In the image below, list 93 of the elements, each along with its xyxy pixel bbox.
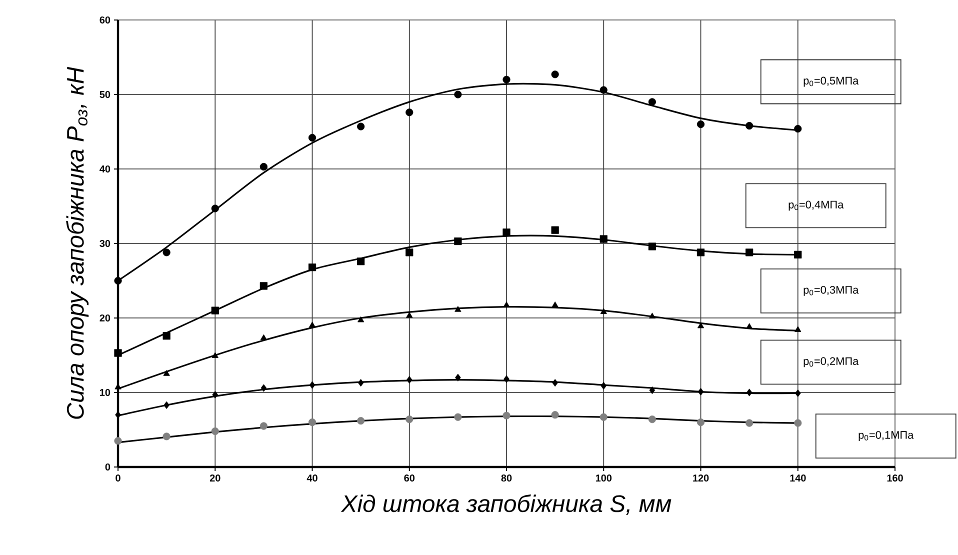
point <box>454 90 462 98</box>
point <box>454 237 462 246</box>
point <box>406 376 412 384</box>
point <box>696 248 705 256</box>
point <box>600 235 608 243</box>
point <box>600 413 608 421</box>
point <box>114 276 122 285</box>
point <box>746 323 753 329</box>
point <box>260 422 268 430</box>
y-tick-label: 50 <box>100 90 110 98</box>
point <box>260 282 268 290</box>
point <box>454 306 462 312</box>
point <box>212 390 218 399</box>
point <box>648 312 656 318</box>
point <box>696 418 705 426</box>
x-tick-label: 0 <box>116 474 120 482</box>
point <box>551 411 559 419</box>
point <box>600 308 607 314</box>
point <box>114 349 122 357</box>
point <box>502 412 510 420</box>
x-tick-label: 40 <box>306 474 318 482</box>
point <box>551 226 559 234</box>
point <box>454 413 462 421</box>
point <box>600 86 608 94</box>
point <box>502 76 510 84</box>
point <box>406 108 414 116</box>
y-tick-label: 20 <box>100 314 110 322</box>
point <box>357 258 365 266</box>
point <box>162 248 170 256</box>
point <box>552 379 558 387</box>
point <box>648 242 656 250</box>
point <box>502 228 510 236</box>
point <box>746 248 754 256</box>
point <box>260 384 267 392</box>
y-tick-label: 0 <box>105 463 110 471</box>
y-tick-label: 30 <box>100 240 110 248</box>
point <box>308 134 316 142</box>
point <box>358 379 364 387</box>
point <box>211 306 219 314</box>
point <box>162 432 170 440</box>
x-tick-label: 160 <box>887 474 903 482</box>
text: p$_{0}$=0,3МПа <box>804 286 859 296</box>
x-tick-label: 80 <box>501 474 512 482</box>
point <box>358 316 364 322</box>
point <box>746 122 754 130</box>
x-tick-label: 60 <box>404 474 415 482</box>
point <box>114 437 122 445</box>
point <box>308 322 316 328</box>
point <box>698 388 704 396</box>
point <box>551 70 559 78</box>
point <box>552 302 558 308</box>
x-tick-label: 140 <box>790 474 806 482</box>
x-tick-label: 20 <box>210 474 220 482</box>
text: p$_{0}$=0,5МПа <box>804 76 859 87</box>
point <box>649 386 656 394</box>
point <box>503 302 510 308</box>
point <box>406 416 414 424</box>
point <box>211 204 219 212</box>
x-tick-label: 100 <box>596 474 612 482</box>
text: p$_{0}$=0,2МПа <box>804 357 859 368</box>
point <box>357 122 365 130</box>
point <box>746 388 752 396</box>
point <box>406 312 413 318</box>
point <box>794 389 801 398</box>
point <box>794 419 802 427</box>
point <box>794 250 802 258</box>
point <box>648 416 656 424</box>
x-axis-title: Хід штока запобіжника S, мм <box>340 494 672 515</box>
point <box>163 370 170 376</box>
point <box>406 248 414 256</box>
point <box>600 382 607 390</box>
point <box>648 98 656 106</box>
point <box>696 120 705 128</box>
point <box>357 416 365 425</box>
point <box>260 334 268 340</box>
point <box>794 124 802 133</box>
point <box>212 352 218 358</box>
x-tick-label: 120 <box>693 474 709 482</box>
point <box>211 427 219 436</box>
point <box>308 264 316 272</box>
y-tick-label: 40 <box>100 165 110 173</box>
point <box>746 419 754 427</box>
point <box>260 162 268 171</box>
point <box>164 401 170 409</box>
point <box>504 375 510 383</box>
point <box>308 418 316 426</box>
point <box>162 332 170 340</box>
point <box>794 326 802 332</box>
point <box>309 381 316 389</box>
y-tick-label: 10 <box>100 388 110 396</box>
y-axis-title: Сила опору запобіжника P$_{оз}$, кН <box>66 66 89 419</box>
y-tick-label: 60 <box>100 16 110 24</box>
point <box>455 374 461 382</box>
